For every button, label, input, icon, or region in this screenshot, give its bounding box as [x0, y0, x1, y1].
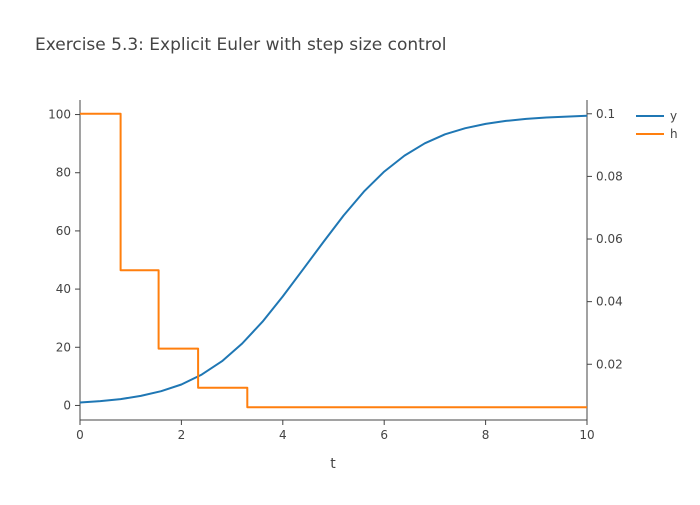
y2-tick-label: 0.1	[596, 107, 615, 121]
x-tick-label: 0	[76, 428, 84, 442]
x-tick-label: 4	[279, 428, 287, 442]
legend[interactable]: yh	[636, 109, 678, 141]
x-tick-label: 10	[579, 428, 594, 442]
legend-item-h[interactable]: h	[636, 127, 678, 141]
x-tick-label: 2	[178, 428, 186, 442]
y-tick-label: 40	[56, 282, 71, 296]
legend-label-h: h	[670, 127, 678, 141]
x-tick-label: 6	[380, 428, 388, 442]
y-tick-label: 20	[56, 340, 71, 354]
y-tick-label: 0	[63, 398, 71, 412]
plot-area	[79, 112, 588, 409]
chart-title: Exercise 5.3: Explicit Euler with step s…	[35, 35, 447, 55]
axes	[79, 100, 588, 421]
x-tick-label: 8	[482, 428, 490, 442]
y2-tick-label: 0.06	[596, 232, 623, 246]
y-tick-label: 100	[48, 108, 71, 122]
y2-tick-label: 0.04	[596, 295, 623, 309]
y2-tick-label: 0.02	[596, 357, 623, 371]
y-tick-label: 80	[56, 166, 71, 180]
series-line-y	[79, 114, 588, 404]
y2-tick-label: 0.08	[596, 169, 623, 183]
legend-label-y: y	[670, 109, 677, 123]
y-tick-label: 60	[56, 224, 71, 238]
legend-item-y[interactable]: y	[636, 109, 677, 123]
series-line-h	[80, 112, 587, 409]
x-axis-title: t	[330, 456, 336, 472]
